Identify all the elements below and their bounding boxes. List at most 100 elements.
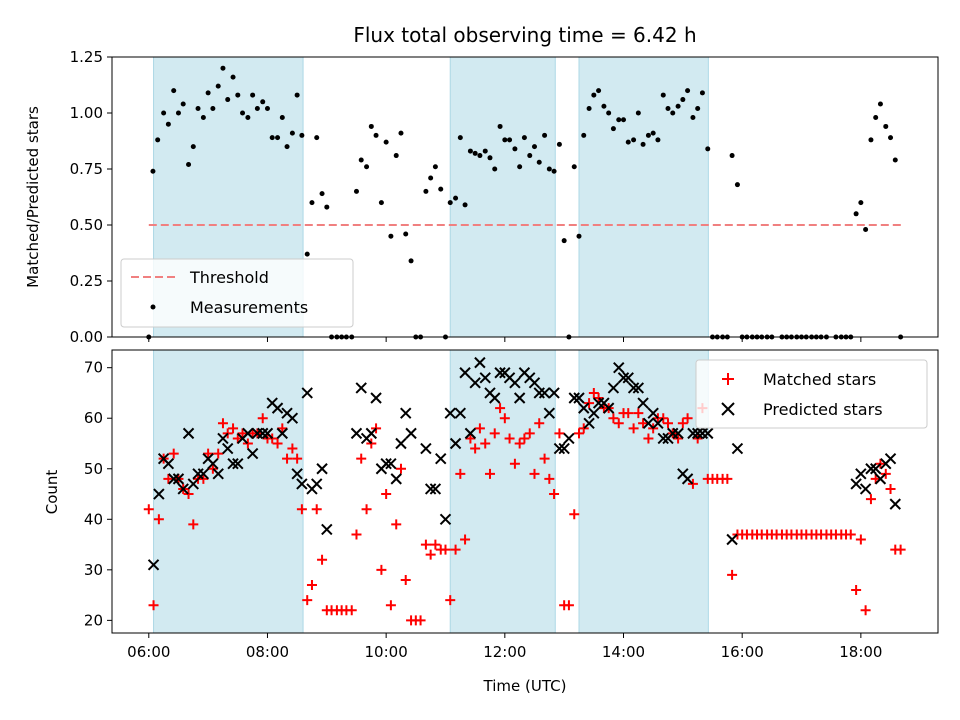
matched-star-point [845, 529, 856, 540]
matched-star-point [489, 428, 500, 439]
predicted-star-point [405, 427, 417, 440]
predicted-star-point [548, 387, 560, 399]
y-tick-label: 0.50 [70, 216, 103, 234]
bottom-panel-frame [111, 349, 939, 634]
predicted-star-point [647, 407, 659, 419]
predicted-star-point [513, 392, 526, 404]
predicted-star-point [627, 382, 640, 394]
matched-star-point [865, 494, 876, 505]
matched-star-point [317, 554, 328, 565]
measurement-point [487, 155, 493, 161]
measurement-point [517, 164, 523, 170]
measurement-point [482, 148, 488, 154]
predicted-star-point [632, 382, 645, 394]
y-tick-label: 20 [84, 611, 103, 629]
measurement-point [877, 101, 883, 107]
matched-star-point [163, 473, 174, 484]
predicted-star-point [617, 372, 630, 384]
predicted-star-point [691, 427, 704, 440]
predicted-star-point [444, 407, 456, 419]
measurement-point [393, 153, 399, 159]
measurement-point [655, 137, 661, 143]
measurement-point [383, 139, 389, 145]
measurement-point [171, 88, 177, 94]
matched-star-point [381, 489, 392, 500]
matched-star-point [445, 595, 456, 606]
predicted-star-point [390, 473, 402, 485]
legend-measurements-swatch [150, 304, 156, 310]
matched-star-point [198, 473, 209, 484]
measurement-point [398, 130, 404, 136]
predicted-star-point [469, 377, 481, 389]
measurement-point [556, 141, 562, 147]
measurement-point [853, 211, 859, 217]
predicted-star-point [321, 523, 333, 536]
measurement-point [245, 114, 251, 120]
predicted-star-point [435, 452, 447, 465]
predicted-star-point [479, 372, 491, 384]
measurement-point [631, 137, 637, 143]
matched-star-point [420, 539, 431, 550]
matched-star-point [499, 413, 510, 424]
measurement-point [175, 110, 181, 116]
measurement-point [186, 162, 192, 168]
predicted-star-point [553, 442, 566, 455]
matched-star-point [385, 600, 396, 611]
predicted-star-point [494, 367, 506, 379]
measurement-point [546, 166, 552, 172]
measurement-point [581, 132, 587, 138]
measurement-point [447, 200, 453, 206]
measurement-point [368, 123, 374, 129]
matched-star-point [722, 473, 733, 484]
measurement-point [561, 238, 567, 244]
matched-star-point [425, 549, 436, 560]
matched-star-point [351, 529, 362, 540]
measurement-point [635, 110, 641, 116]
matched-star-point [400, 574, 411, 585]
legend-matched-label: Matched stars [763, 370, 876, 389]
matched-star-point [470, 443, 481, 454]
matched-star-point [203, 448, 214, 459]
matched-star-point [361, 504, 372, 515]
matched-star-point [311, 504, 322, 515]
top-x-ticks [148, 337, 862, 342]
predicted-star-point [350, 427, 363, 440]
measurement-point [888, 135, 894, 141]
top-y-ticks: 0.00 0.25 0.50 0.75 1.00 1.25 [70, 48, 112, 346]
measurement-point [180, 101, 186, 107]
measurement-point [275, 135, 281, 141]
bottom-x-ticks: 06:00 08:00 10:00 12:00 14:00 16:00 18:00 [127, 633, 882, 661]
predicted-star-point [464, 427, 477, 440]
predicted-star-point [607, 382, 620, 394]
measurement-point [645, 132, 651, 138]
measurement-point [695, 106, 701, 112]
measurement-point [616, 117, 622, 123]
measurement-point [423, 188, 429, 194]
predicted-star-point [370, 392, 382, 404]
measurement-point [190, 144, 196, 150]
top-legend-box [120, 258, 354, 328]
y-tick-label: 0.75 [70, 160, 103, 178]
matched-star-point [544, 473, 555, 484]
predicted-star-point [681, 473, 694, 485]
measurement-point [551, 168, 557, 174]
measurement-point [868, 137, 874, 143]
matched-star-point [484, 468, 495, 479]
legend-measurements-label: Measurements [190, 298, 308, 317]
matched-star-point [673, 433, 684, 444]
matched-star-point [455, 468, 466, 479]
predicted-star-point [642, 417, 655, 429]
matched-star-point [529, 468, 540, 479]
predicted-star-point [301, 387, 313, 399]
matched-star-point [168, 448, 179, 459]
measurement-point [358, 157, 364, 163]
matched-star-point [643, 433, 654, 444]
measurement-point [378, 200, 384, 206]
predicted-star-point [613, 361, 625, 374]
matched-star-point [539, 453, 550, 464]
matched-star-point [302, 595, 313, 606]
measurement-point [610, 126, 616, 132]
measurement-point [531, 144, 537, 150]
measurement-point [625, 139, 631, 145]
